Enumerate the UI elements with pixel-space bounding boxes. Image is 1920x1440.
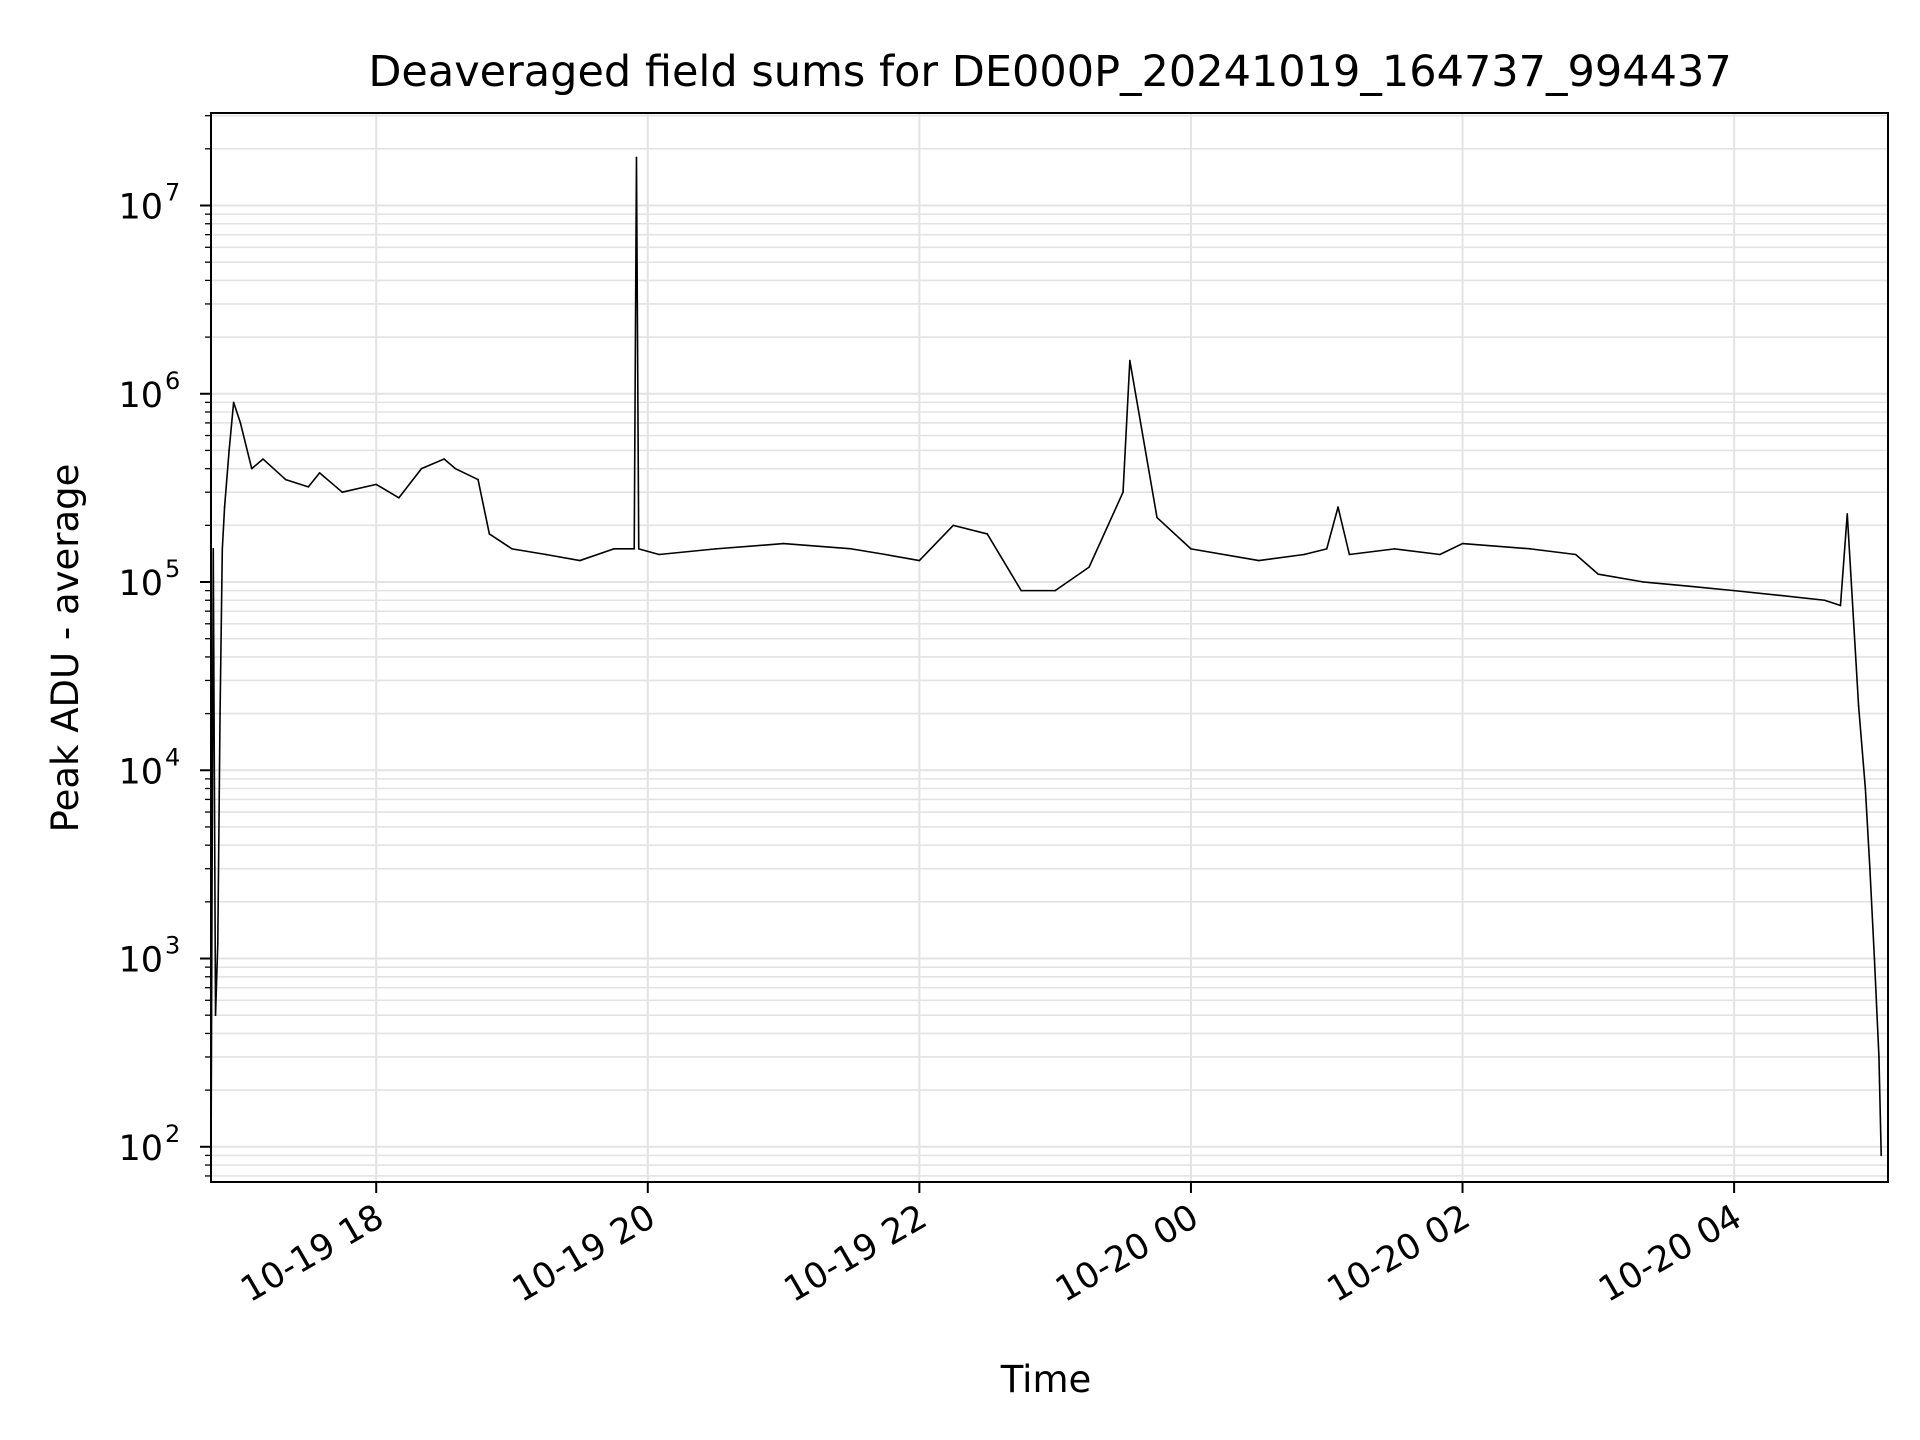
data-point [1857,705,1860,707]
data-point [884,553,887,556]
data-point [1688,585,1690,588]
major-gridlines [211,113,1888,1182]
data-point [1778,594,1781,597]
data-point [633,548,636,550]
y-tick-exponent: 6 [165,367,180,395]
data-point [284,478,287,481]
data-point [1864,787,1867,790]
data-point [239,422,242,424]
data-point [232,401,235,404]
data-point [1869,867,1871,870]
x-axis-label: Time [1000,1358,1092,1401]
data-point [488,533,491,535]
data-point [1303,553,1305,556]
y-axis-label: Peak ADU - average [44,464,87,833]
data-point [635,156,638,159]
data-point [1823,599,1826,602]
data-point [613,548,615,550]
data-point [1337,506,1339,508]
data-point [223,506,226,508]
data-point [1156,516,1158,519]
data-point [307,486,310,488]
data-point [420,467,423,470]
series-layer [210,156,1883,1177]
data-point [1880,1154,1883,1157]
data-point [219,712,221,715]
data-point [579,559,581,562]
data-point [1122,491,1124,493]
y-tick-label: 10 [118,564,163,604]
data-point [545,553,547,556]
y-tick-exponent: 4 [165,743,180,771]
data-point [511,548,513,550]
data-point [1129,359,1131,362]
data-point [221,548,224,550]
y-tick-exponent: 7 [165,179,180,207]
y-tick-exponent: 5 [165,555,180,583]
data-point [1529,548,1532,550]
data-point [443,458,445,460]
data-point [850,548,853,550]
y-tick-exponent: 2 [165,1120,180,1148]
data-point [477,478,479,481]
data-point [1439,553,1441,556]
data-point [262,458,264,460]
y-tick-label: 10 [118,752,163,792]
data-point [1325,548,1328,550]
data-point [1574,553,1577,556]
data-point [1597,573,1600,576]
data-point [918,559,921,562]
data-point [714,548,717,550]
data-point [216,942,219,945]
plot-frame [210,112,1889,1183]
data-point [1733,589,1735,592]
data-point [1878,1056,1880,1058]
data-point [1258,559,1260,562]
data-point [228,449,230,452]
data-point [341,491,344,493]
data-point [637,548,640,550]
data-point [1020,589,1023,592]
data-point [454,467,457,470]
data-point [398,497,400,499]
data-point [1393,548,1396,550]
y-tick-label: 10 [118,188,163,228]
data-point [1348,553,1351,556]
data-point [1054,589,1056,592]
data-point [952,524,955,527]
data-point [1873,957,1876,960]
chart-title: Deaveraged field sums for DE000P_2024101… [368,47,1731,97]
data-point [658,553,660,556]
data-point [212,548,215,550]
data-point [986,533,989,535]
y-tick-label: 10 [118,1129,163,1169]
data-point [1839,604,1842,607]
data-point [1642,581,1645,583]
minor-gridlines [211,114,1888,1177]
data-point [782,542,785,545]
data-point [250,467,253,470]
data-point [1846,513,1849,515]
y-tick-label: 10 [118,941,163,981]
data-point [375,483,378,486]
data-point [1088,566,1090,568]
data-point [1190,548,1192,550]
data-point [214,1014,217,1016]
y-tick-exponent: 3 [165,932,180,960]
data-point [318,472,321,474]
y-tick-label: 10 [118,376,163,416]
data-point [1461,542,1464,545]
